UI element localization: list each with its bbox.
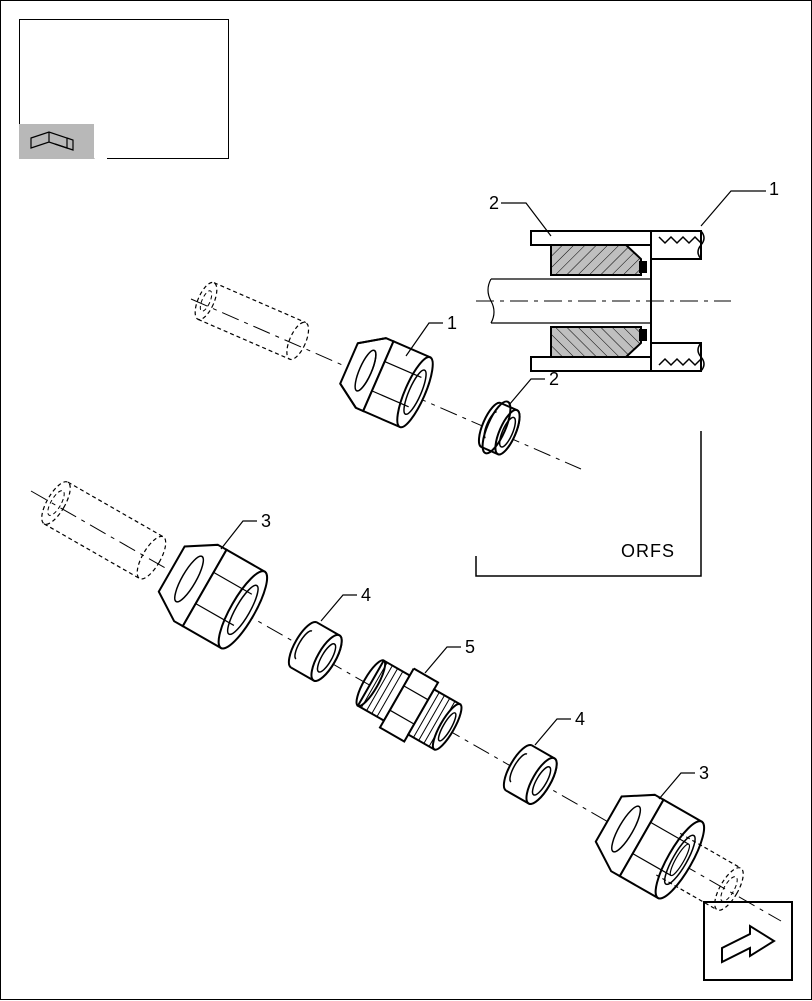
callout-2: 2	[549, 369, 559, 390]
next-page-icon[interactable]	[703, 901, 793, 981]
callout-2-detail: 2	[489, 193, 499, 214]
info-box	[19, 19, 229, 159]
callout-4-right: 4	[575, 709, 585, 730]
orfs-label: ORFS	[621, 541, 675, 562]
page-frame: 1 2 1 2 3 4 5 4 3 ORFS	[0, 0, 812, 1000]
callout-3-left: 3	[261, 511, 271, 532]
callout-4-left: 4	[361, 585, 371, 606]
info-box-tab	[19, 124, 94, 159]
callout-1: 1	[447, 313, 457, 334]
book-icon	[27, 128, 77, 154]
callout-5: 5	[465, 637, 475, 658]
callout-3-right: 3	[699, 763, 709, 784]
callout-1-detail: 1	[769, 179, 779, 200]
